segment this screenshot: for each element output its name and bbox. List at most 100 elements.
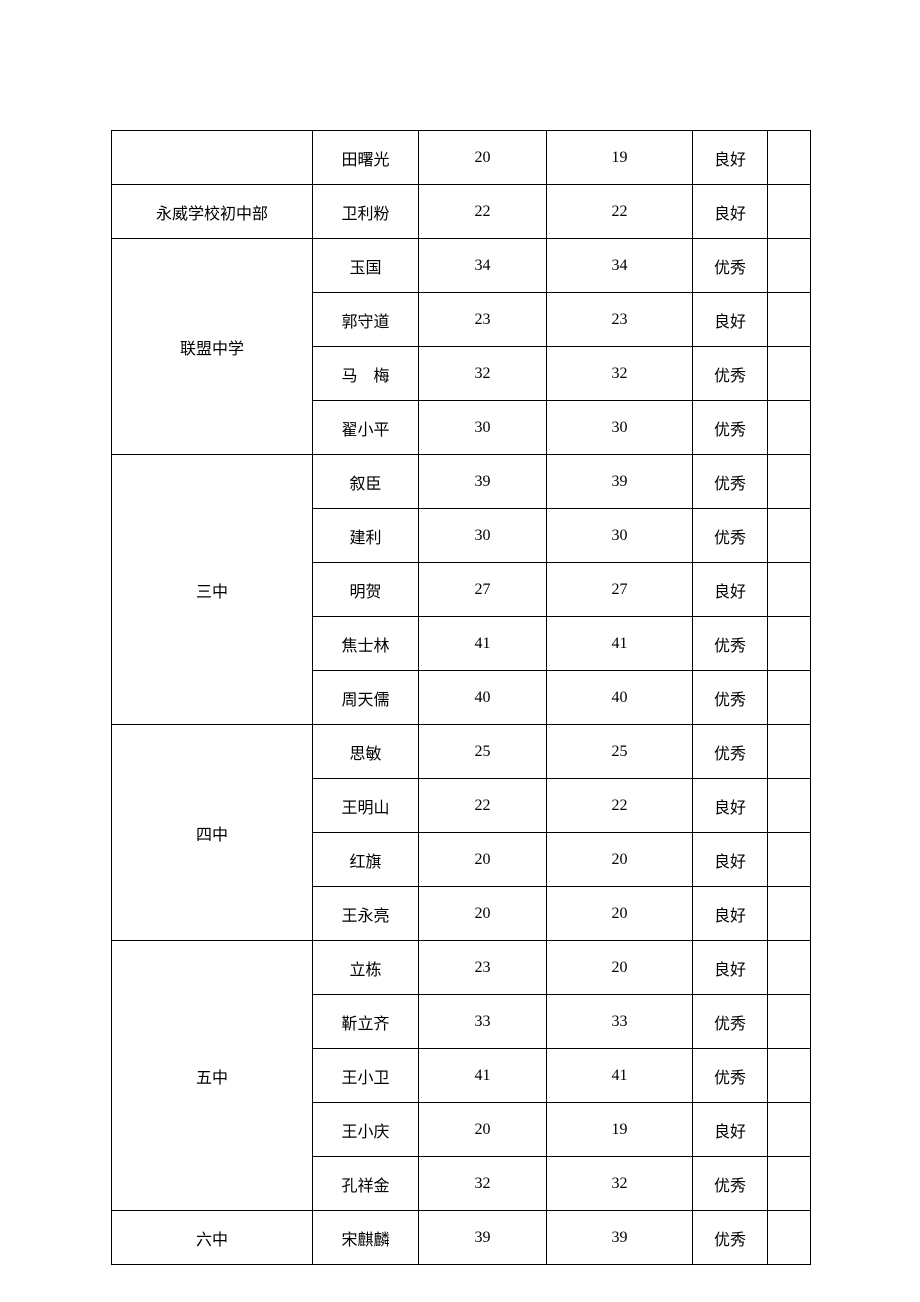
- name-cell: 宋麒麟: [313, 1211, 419, 1265]
- rating-cell: 良好: [693, 941, 768, 995]
- last-cell: [768, 887, 811, 941]
- num1-cell: 32: [419, 1157, 547, 1211]
- name-cell: 明贺: [313, 563, 419, 617]
- num2-cell: 19: [547, 1103, 693, 1157]
- num1-cell: 20: [419, 833, 547, 887]
- name-cell: 王明山: [313, 779, 419, 833]
- school-cell: 永威学校初中部: [112, 185, 313, 239]
- num1-cell: 22: [419, 185, 547, 239]
- name-cell: 王小庆: [313, 1103, 419, 1157]
- num1-cell: 33: [419, 995, 547, 1049]
- name-cell: 翟小平: [313, 401, 419, 455]
- name-cell: 建利: [313, 509, 419, 563]
- num2-cell: 23: [547, 293, 693, 347]
- rating-cell: 优秀: [693, 509, 768, 563]
- rating-cell: 优秀: [693, 1049, 768, 1103]
- table-row: 六中 宋麒麟 39 39 优秀: [112, 1211, 811, 1265]
- last-cell: [768, 509, 811, 563]
- num1-cell: 39: [419, 455, 547, 509]
- last-cell: [768, 671, 811, 725]
- last-cell: [768, 725, 811, 779]
- num2-cell: 32: [547, 347, 693, 401]
- num2-cell: 22: [547, 779, 693, 833]
- num1-cell: 22: [419, 779, 547, 833]
- name-cell: 红旗: [313, 833, 419, 887]
- name-cell: 玉国: [313, 239, 419, 293]
- last-cell: [768, 833, 811, 887]
- num1-cell: 34: [419, 239, 547, 293]
- num1-cell: 40: [419, 671, 547, 725]
- data-table: 田曙光 20 19 良好 永威学校初中部 卫利粉 22 22 良好 联盟中学 玉…: [111, 130, 811, 1265]
- num2-cell: 20: [547, 833, 693, 887]
- num1-cell: 32: [419, 347, 547, 401]
- name-cell: 卫利粉: [313, 185, 419, 239]
- rating-cell: 优秀: [693, 347, 768, 401]
- num1-cell: 20: [419, 1103, 547, 1157]
- last-cell: [768, 239, 811, 293]
- last-cell: [768, 455, 811, 509]
- num2-cell: 40: [547, 671, 693, 725]
- rating-cell: 良好: [693, 833, 768, 887]
- num1-cell: 23: [419, 941, 547, 995]
- last-cell: [768, 293, 811, 347]
- num2-cell: 19: [547, 131, 693, 185]
- rating-cell: 优秀: [693, 725, 768, 779]
- num2-cell: 41: [547, 617, 693, 671]
- rating-cell: 优秀: [693, 1211, 768, 1265]
- rating-cell: 优秀: [693, 617, 768, 671]
- school-cell: 四中: [112, 725, 313, 941]
- num2-cell: 25: [547, 725, 693, 779]
- num2-cell: 39: [547, 455, 693, 509]
- last-cell: [768, 401, 811, 455]
- last-cell: [768, 1049, 811, 1103]
- last-cell: [768, 131, 811, 185]
- num1-cell: 25: [419, 725, 547, 779]
- name-cell: 思敏: [313, 725, 419, 779]
- last-cell: [768, 1211, 811, 1265]
- num2-cell: 41: [547, 1049, 693, 1103]
- last-cell: [768, 617, 811, 671]
- num1-cell: 30: [419, 509, 547, 563]
- rating-cell: 优秀: [693, 671, 768, 725]
- last-cell: [768, 563, 811, 617]
- num1-cell: 30: [419, 401, 547, 455]
- name-cell: 孔祥金: [313, 1157, 419, 1211]
- num1-cell: 27: [419, 563, 547, 617]
- last-cell: [768, 779, 811, 833]
- name-cell: 马 梅: [313, 347, 419, 401]
- rating-cell: 优秀: [693, 239, 768, 293]
- last-cell: [768, 995, 811, 1049]
- table-body: 田曙光 20 19 良好 永威学校初中部 卫利粉 22 22 良好 联盟中学 玉…: [112, 131, 811, 1265]
- name-cell: 焦士林: [313, 617, 419, 671]
- rating-cell: 良好: [693, 887, 768, 941]
- num2-cell: 27: [547, 563, 693, 617]
- table-row: 四中 思敏 25 25 优秀: [112, 725, 811, 779]
- table-row: 三中 叙臣 39 39 优秀: [112, 455, 811, 509]
- last-cell: [768, 347, 811, 401]
- rating-cell: 良好: [693, 779, 768, 833]
- num2-cell: 34: [547, 239, 693, 293]
- num2-cell: 32: [547, 1157, 693, 1211]
- last-cell: [768, 1103, 811, 1157]
- num2-cell: 22: [547, 185, 693, 239]
- school-cell: [112, 131, 313, 185]
- num2-cell: 30: [547, 401, 693, 455]
- name-cell: 叙臣: [313, 455, 419, 509]
- table-row: 田曙光 20 19 良好: [112, 131, 811, 185]
- school-cell: 五中: [112, 941, 313, 1211]
- name-cell: 田曙光: [313, 131, 419, 185]
- rating-cell: 优秀: [693, 995, 768, 1049]
- last-cell: [768, 185, 811, 239]
- num2-cell: 39: [547, 1211, 693, 1265]
- rating-cell: 优秀: [693, 401, 768, 455]
- rating-cell: 良好: [693, 131, 768, 185]
- num1-cell: 23: [419, 293, 547, 347]
- last-cell: [768, 941, 811, 995]
- name-cell: 王小卫: [313, 1049, 419, 1103]
- table-row: 永威学校初中部 卫利粉 22 22 良好: [112, 185, 811, 239]
- num2-cell: 20: [547, 941, 693, 995]
- name-cell: 郭守道: [313, 293, 419, 347]
- school-cell: 联盟中学: [112, 239, 313, 455]
- name-cell: 靳立齐: [313, 995, 419, 1049]
- school-cell: 三中: [112, 455, 313, 725]
